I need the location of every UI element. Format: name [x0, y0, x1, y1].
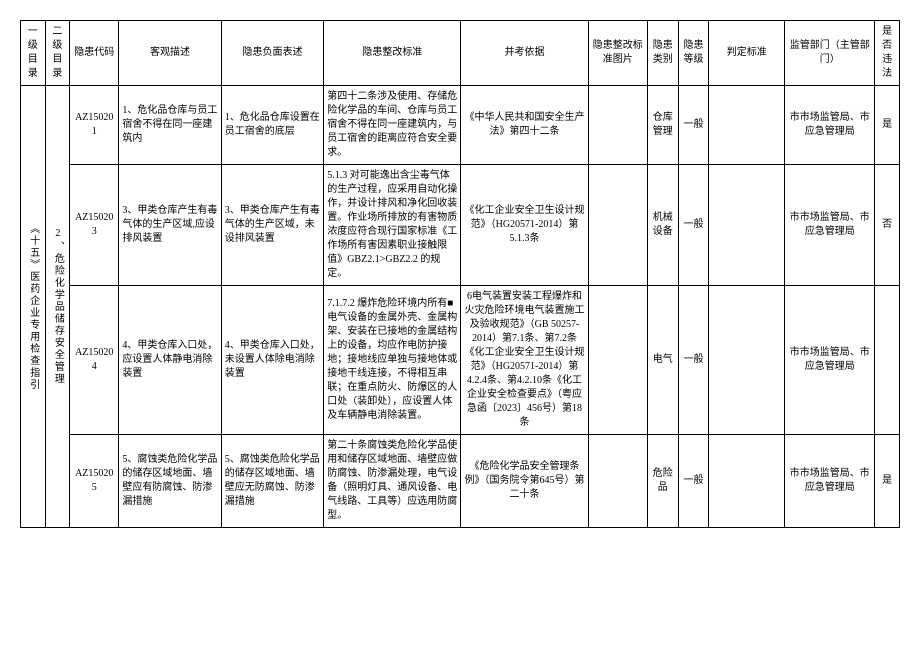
cell-illegal: 是 — [875, 86, 900, 165]
header-illegal: 是否违法 — [875, 21, 900, 86]
cell-level: 一般 — [678, 165, 709, 286]
table-row: 《十五》医药企业专用检查指引 2、危险化学品储存安全管理 AZ150201 1、… — [21, 86, 900, 165]
header-image: 隐患整改标准图片 — [588, 21, 647, 86]
cell-objective: 4、甲类仓库入口处，应设置人体静电消除装置 — [119, 286, 221, 435]
cell-illegal: 是 — [875, 435, 900, 528]
cell-dept: 市市场监管局、市应急管理局 — [785, 286, 875, 435]
cell-code: AZ150203 — [70, 165, 119, 286]
cell-judge — [709, 86, 785, 165]
table-body: 《十五》医药企业专用检查指引 2、危险化学品储存安全管理 AZ150201 1、… — [21, 86, 900, 528]
cell-negative: 5、腐蚀类危险化学品的储存区域地面、墙壁应无防腐蚀、防渗漏措施 — [221, 435, 323, 528]
cell-standard: 7.1.7.2 爆炸危险环境内所有■电气设备的金属外壳、金属构架、安装在已接地的… — [324, 286, 461, 435]
header-code: 隐患代码 — [70, 21, 119, 86]
cell-objective: 3、甲类仓库产生有毒气体的生产区域,应设排风装置 — [119, 165, 221, 286]
header-level2: 二 级目录 — [45, 21, 70, 86]
cell-image — [588, 286, 647, 435]
header-level: 隐患等级 — [678, 21, 709, 86]
cell-basis: 《化工企业安全卫生设计规范》（HG20571-2014）第5.1.3条 — [461, 165, 588, 286]
cell-judge — [709, 435, 785, 528]
cell-image — [588, 86, 647, 165]
cell-dept: 市市场监管局、市应急管理局 — [785, 165, 875, 286]
header-level1: 一级目录 — [21, 21, 46, 86]
cell-standard: 第二十条腐蚀类危险化学品使用和储存区域地面、墙壁应做防腐蚀、防渗漏处理，电气设备… — [324, 435, 461, 528]
cell-level: 一般 — [678, 286, 709, 435]
inspection-table: 一级目录 二 级目录 隐患代码 客观描述 隐患负面表述 隐患整改标准 并考依据 … — [20, 20, 900, 528]
header-row: 一级目录 二 级目录 隐患代码 客观描述 隐患负面表述 隐患整改标准 并考依据 … — [21, 21, 900, 86]
table-row: AZ150204 4、甲类仓库入口处，应设置人体静电消除装置 4、甲类仓库入口处… — [21, 286, 900, 435]
table-row: AZ150203 3、甲类仓库产生有毒气体的生产区域,应设排风装置 3、甲类仓库… — [21, 165, 900, 286]
cell-judge — [709, 286, 785, 435]
cell-objective: 1、危化品仓库与员工宿舍不得在同一座建筑内 — [119, 86, 221, 165]
cell-code: AZ150201 — [70, 86, 119, 165]
header-category: 隐患类别 — [647, 21, 678, 86]
cell-basis: 《中华人民共和国安全生产法》第四十二条 — [461, 86, 588, 165]
cell-category: 电气 — [647, 286, 678, 435]
level1-cell: 《十五》医药企业专用检查指引 — [21, 86, 46, 528]
cell-level: 一般 — [678, 435, 709, 528]
header-standard: 隐患整改标准 — [324, 21, 461, 86]
header-judge: 判定标准 — [709, 21, 785, 86]
cell-negative: 4、甲类仓库入口处，未设置人体除电消除装置 — [221, 286, 323, 435]
cell-basis: 《危险化学品安全管理条例》（国务院令第645号）第二十条 — [461, 435, 588, 528]
cell-code: AZ150205 — [70, 435, 119, 528]
cell-dept: 市市场监管局、市应急管理局 — [785, 435, 875, 528]
header-dept: 监管部门（主管部门） — [785, 21, 875, 86]
header-objective: 客观描述 — [119, 21, 221, 86]
table-row: AZ150205 5、腐蚀类危险化学品的储存区域地面、墙壁应有防腐蚀、防渗漏措施… — [21, 435, 900, 528]
cell-category: 机械设备 — [647, 165, 678, 286]
cell-category: 仓库管理 — [647, 86, 678, 165]
cell-image — [588, 165, 647, 286]
cell-level: 一般 — [678, 86, 709, 165]
cell-standard: 第四十二条涉及使用、存储危险化学品的车间、仓库与员工宿舍不得在同一座建筑内，与员… — [324, 86, 461, 165]
header-basis: 并考依据 — [461, 21, 588, 86]
cell-dept: 市市场监管局、市应急管理局 — [785, 86, 875, 165]
cell-objective: 5、腐蚀类危险化学品的储存区域地面、墙壁应有防腐蚀、防渗漏措施 — [119, 435, 221, 528]
cell-negative: 3、甲类仓库产生有毒气体的生产区域，未设排风装置 — [221, 165, 323, 286]
cell-judge — [709, 165, 785, 286]
header-negative: 隐患负面表述 — [221, 21, 323, 86]
cell-negative: 1、危化品仓库设置在员工宿舍的底层 — [221, 86, 323, 165]
cell-illegal — [875, 286, 900, 435]
level2-cell: 2、危险化学品储存安全管理 — [45, 86, 70, 528]
cell-code: AZ150204 — [70, 286, 119, 435]
cell-illegal: 否 — [875, 165, 900, 286]
cell-basis: 6电气装置安装工程爆炸和火灾危险环境电气装置施工及验收规范》（GB 50257-… — [461, 286, 588, 435]
cell-category: 危险品 — [647, 435, 678, 528]
cell-image — [588, 435, 647, 528]
cell-standard: 5.1.3 对可能逸出含尘毒气体的生产过程，应采用自动化操作，并设计排风和净化回… — [324, 165, 461, 286]
